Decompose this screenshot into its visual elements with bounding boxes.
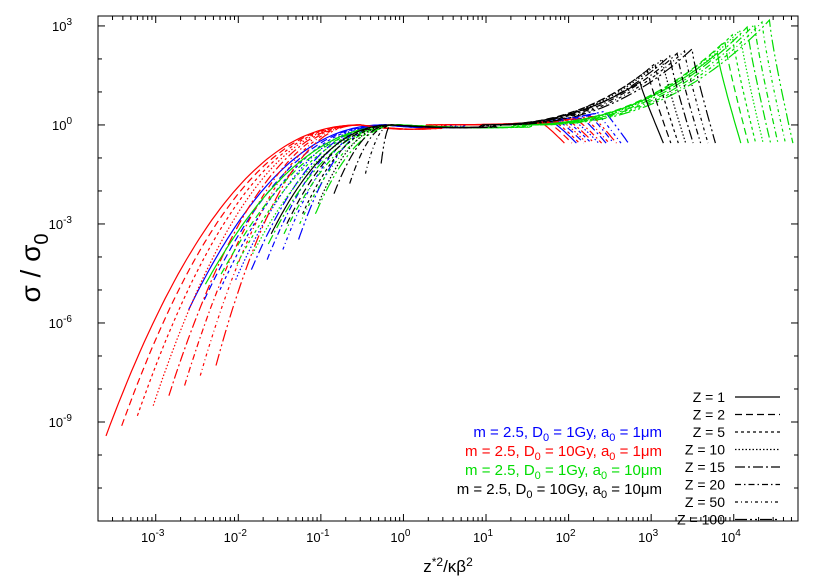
x-tick-label: 101 bbox=[473, 528, 493, 545]
style-legend-label: Z = 2 bbox=[693, 407, 726, 423]
style-legend: Z = 1 Z = 2Z = 5 Z = 10Z = 15 Z = 20Z = 50 Z… bbox=[677, 389, 780, 528]
x-tick-label: 102 bbox=[556, 528, 576, 545]
series-legend-entry: m = 2.5, D0 = 10Gy, a0 = 1μm bbox=[465, 443, 662, 463]
x-tick-label: 100 bbox=[390, 528, 410, 545]
series-2-z20-curve bbox=[283, 23, 779, 235]
y-axis-title: σ / σ0 bbox=[15, 233, 53, 302]
series-1-z15-curve bbox=[168, 121, 595, 396]
series-legend-entry: m = 2.5, D0 = 10Gy, a0 = 10μm bbox=[457, 481, 662, 501]
series-3-z100-curve bbox=[380, 47, 716, 164]
style-legend-label: Z = 5 bbox=[693, 424, 726, 440]
series-2-z100-curve bbox=[314, 18, 794, 215]
series-2-z2-curve bbox=[220, 40, 749, 275]
series-1-z20-curve bbox=[184, 120, 603, 386]
style-legend-label: Z = 50 bbox=[685, 494, 725, 510]
style-legend-label: Z = 15 bbox=[685, 459, 725, 475]
y-tick-label: 10-9 bbox=[49, 413, 73, 430]
x-axis-title: z*2/κβ2 bbox=[423, 555, 473, 576]
y-tick-label: 103 bbox=[52, 17, 72, 34]
plot-frame bbox=[97, 15, 799, 522]
curves-layer bbox=[105, 18, 794, 437]
x-tick-label: 10-3 bbox=[141, 528, 165, 545]
style-legend-label: Z = 100 bbox=[677, 512, 725, 528]
series-2-z15-curve bbox=[267, 25, 772, 245]
x-tick-label: 10-1 bbox=[306, 528, 330, 545]
style-legend-label: Z = 20 bbox=[685, 477, 725, 493]
y-tick-label: 100 bbox=[52, 116, 72, 133]
style-legend-label: Z = 1 bbox=[693, 389, 726, 405]
style-legend-label: Z = 10 bbox=[685, 442, 725, 458]
series-legend-entry: m = 2.5, D0 = 1Gy, a0 = 1μm bbox=[473, 424, 662, 444]
series-1-z50-curve bbox=[199, 117, 610, 376]
series-1-z2-curve bbox=[121, 121, 573, 427]
y-tick-label: 10-3 bbox=[49, 215, 73, 232]
series-3-z10-curve bbox=[317, 58, 687, 204]
x-tick-label: 104 bbox=[721, 528, 741, 545]
x-tick-label: 103 bbox=[638, 528, 658, 545]
series-legend-entry: m = 2.5, D0 = 1Gy, a0 = 10μm bbox=[465, 462, 662, 482]
x-tick-label: 10-2 bbox=[224, 528, 248, 545]
y-tick-label: 10-6 bbox=[49, 314, 73, 331]
series-3-group bbox=[270, 47, 716, 235]
ticks-layer: 10-3 10-2 10-1 100 101 102 103 104 10-9 10-6 10-3 1… bbox=[49, 16, 798, 545]
